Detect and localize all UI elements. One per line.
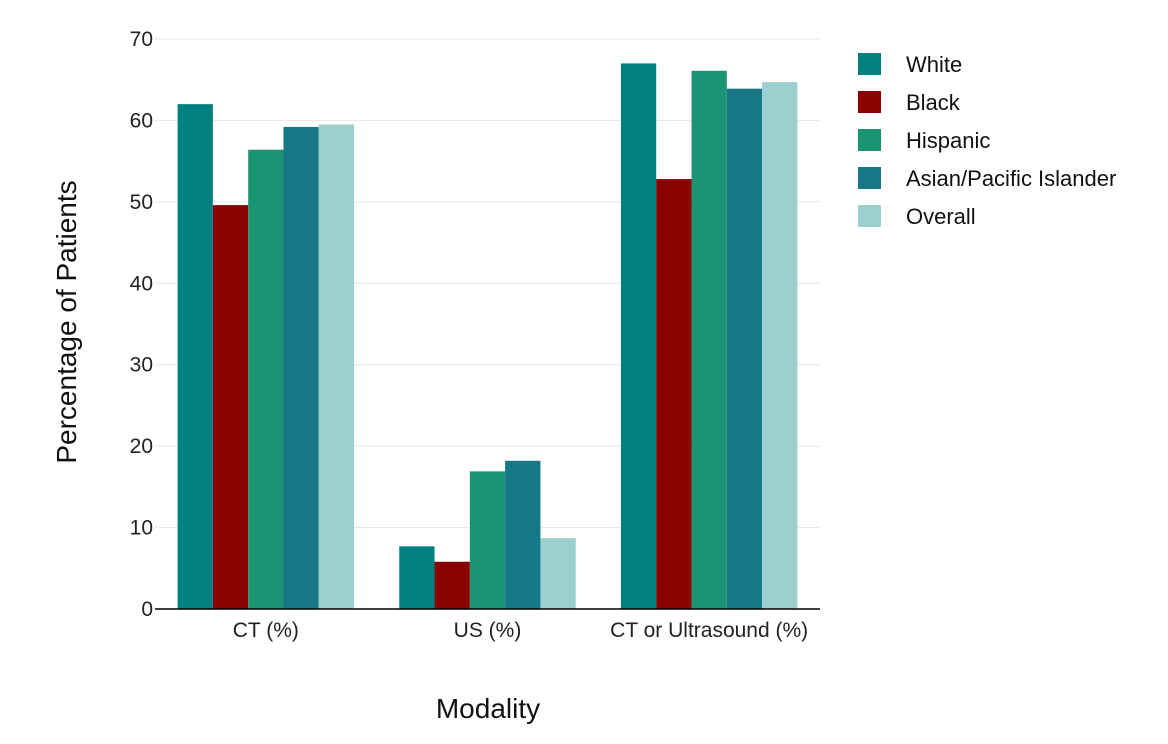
y-tick-label: 70 (130, 28, 153, 51)
y-tick-label: 20 (130, 435, 153, 458)
legend: White Black Hispanic Asian/Pacific Islander… (858, 52, 1116, 229)
legend-swatch (858, 129, 881, 151)
legend-swatch (858, 205, 881, 227)
bar-overall-2 (762, 82, 798, 609)
legend-swatch (858, 91, 881, 113)
y-axis-ticks: 0 10 20 30 40 50 60 70 (130, 28, 153, 621)
x-tick-label: CT (%) (233, 619, 299, 642)
y-tick-label: 0 (141, 598, 153, 621)
legend-label: White (906, 52, 962, 77)
legend-swatch (858, 53, 881, 75)
legend-label: Hispanic (906, 128, 990, 153)
bar-black-0 (212, 205, 249, 609)
bar-overall-1 (540, 538, 576, 609)
legend-label: Black (906, 90, 961, 115)
bar-asian-pacific-islander-0 (283, 126, 319, 609)
y-tick-label: 30 (130, 354, 153, 377)
bar-white-0 (177, 104, 213, 610)
bar-asian-pacific-islander-2 (726, 88, 763, 609)
legend-label: Asian/Pacific Islander (906, 166, 1116, 191)
bar-overall-0 (318, 124, 355, 609)
y-tick-label: 50 (130, 191, 153, 214)
bar-asian-pacific-islander-1 (505, 460, 541, 609)
y-tick-label: 60 (130, 109, 153, 132)
y-tick-label: 40 (130, 272, 153, 295)
x-tick-label: US (%) (454, 619, 522, 642)
legend-label: Overall (906, 204, 976, 229)
x-axis-title: Modality (436, 693, 540, 724)
bar-white-2 (620, 63, 657, 609)
y-tick-label: 10 (130, 517, 153, 540)
bars (177, 63, 798, 610)
y-axis-title: Percentage of Patients (51, 180, 82, 463)
x-tick-label: CT or Ultrasound (%) (610, 619, 808, 642)
bar-black-2 (656, 179, 692, 610)
legend-swatch (858, 167, 881, 189)
bar-black-1 (434, 561, 470, 609)
bar-white-1 (399, 546, 435, 609)
bar-hispanic-2 (691, 70, 727, 609)
bar-hispanic-1 (469, 471, 506, 609)
bar-hispanic-0 (248, 149, 284, 609)
x-axis-ticks: CT (%) US (%) CT or Ultrasound (%) (233, 619, 808, 642)
